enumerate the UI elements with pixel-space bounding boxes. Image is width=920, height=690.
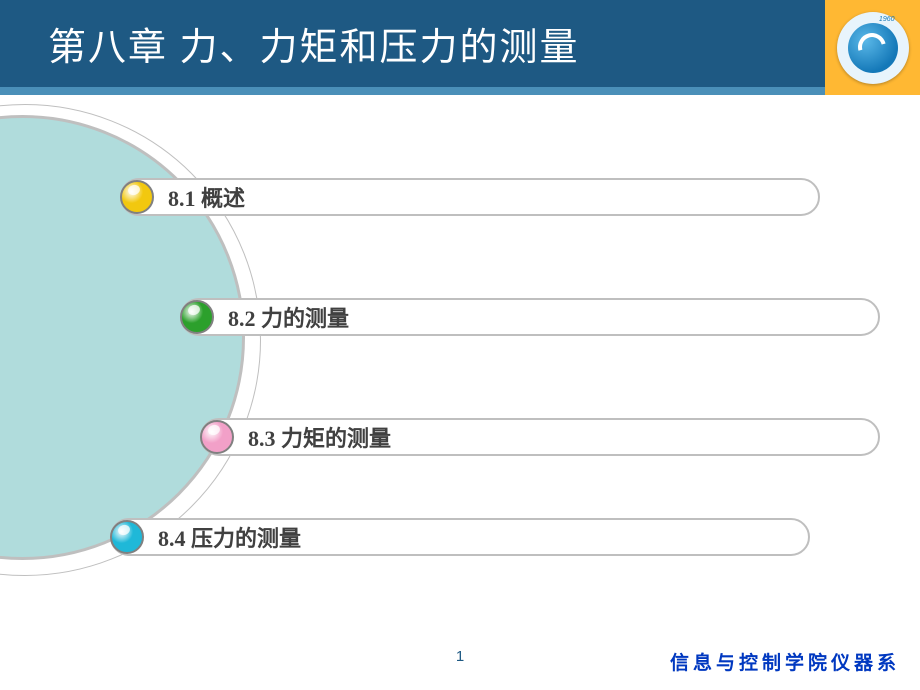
bullet-icon — [110, 520, 144, 554]
toc-item: 8.1 概述 — [120, 175, 820, 219]
toc-label: 8.1 概述 — [120, 178, 820, 216]
page-number: 1 — [456, 648, 464, 665]
content-area: 8.1 概述 8.2 力的测量 8.3 力矩的测量 8.4 压力的测量 — [0, 95, 920, 635]
university-logo-icon: 1960 — [837, 12, 909, 84]
bullet-icon — [120, 180, 154, 214]
bullet-icon — [180, 300, 214, 334]
toc-item: 8.2 力的测量 — [180, 295, 880, 339]
toc-item: 8.4 压力的测量 — [110, 515, 810, 559]
toc-item: 8.3 力矩的测量 — [200, 415, 880, 459]
slide-header: 第八章 力、力矩和压力的测量 1960 — [0, 0, 920, 95]
logo-swirl-icon — [852, 27, 890, 65]
logo-year: 1960 — [879, 16, 895, 23]
logo-container: 1960 — [825, 0, 920, 95]
footer-department: 信息与控制学院仪器系 — [670, 648, 900, 675]
bullet-icon — [200, 420, 234, 454]
toc-label: 8.3 力矩的测量 — [200, 418, 880, 456]
chapter-title: 第八章 力、力矩和压力的测量 — [48, 16, 580, 71]
slide-footer: 1 信息与控制学院仪器系 — [0, 648, 920, 678]
toc-label: 8.2 力的测量 — [180, 298, 880, 336]
toc-label: 8.4 压力的测量 — [110, 518, 810, 556]
logo-inner-icon — [848, 23, 898, 73]
